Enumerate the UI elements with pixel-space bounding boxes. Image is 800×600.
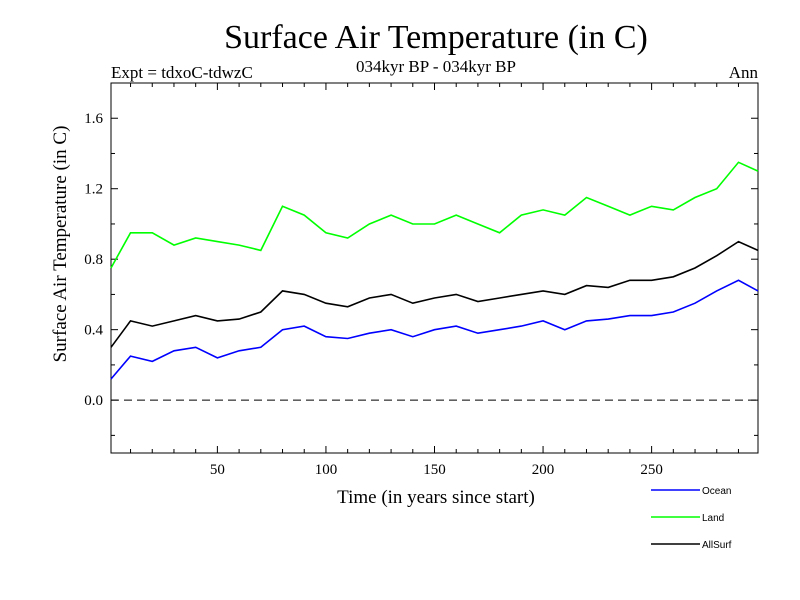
axis-ticks: 50 100 150 200 250 0.0 0.4 0.8 1.2 1.6 (84, 82, 758, 478)
series-line-allsurf (110, 240, 759, 348)
series-lines (110, 161, 759, 380)
x-tick-label: 200 (532, 462, 555, 478)
x-axis-label: Time (in years since start) (337, 487, 535, 508)
subtitle-right: Ann (729, 63, 759, 82)
y-tick-label: 1.2 (84, 182, 103, 198)
x-tick-label: 50 (210, 462, 225, 478)
y-tick-label: 1.6 (84, 111, 103, 127)
x-tick-label: 250 (640, 462, 663, 478)
x-tick-label: 150 (423, 462, 446, 478)
x-tick-label: 100 (315, 462, 338, 478)
legend-label-allsurf: AllSurf (702, 540, 732, 551)
plot-frame (110, 82, 759, 454)
y-tick-label: 0.4 (84, 323, 103, 339)
legend-label-land: Land (702, 513, 724, 524)
subtitle-left: Expt = tdxoC-tdwzC (111, 63, 253, 82)
series-line-land (110, 161, 759, 269)
series-line-ocean (110, 279, 759, 380)
chart-title: Surface Air Temperature (in C) (224, 19, 648, 56)
y-tick-label: 0.8 (84, 252, 103, 268)
y-tick-label: 0.0 (84, 393, 103, 409)
y-axis-label: Surface Air Temperature (in C) (50, 126, 71, 363)
subtitle-center: 034kyr BP - 034kyr BP (356, 57, 516, 76)
legend: Ocean Land AllSurf (651, 486, 732, 551)
legend-label-ocean: Ocean (702, 486, 731, 497)
